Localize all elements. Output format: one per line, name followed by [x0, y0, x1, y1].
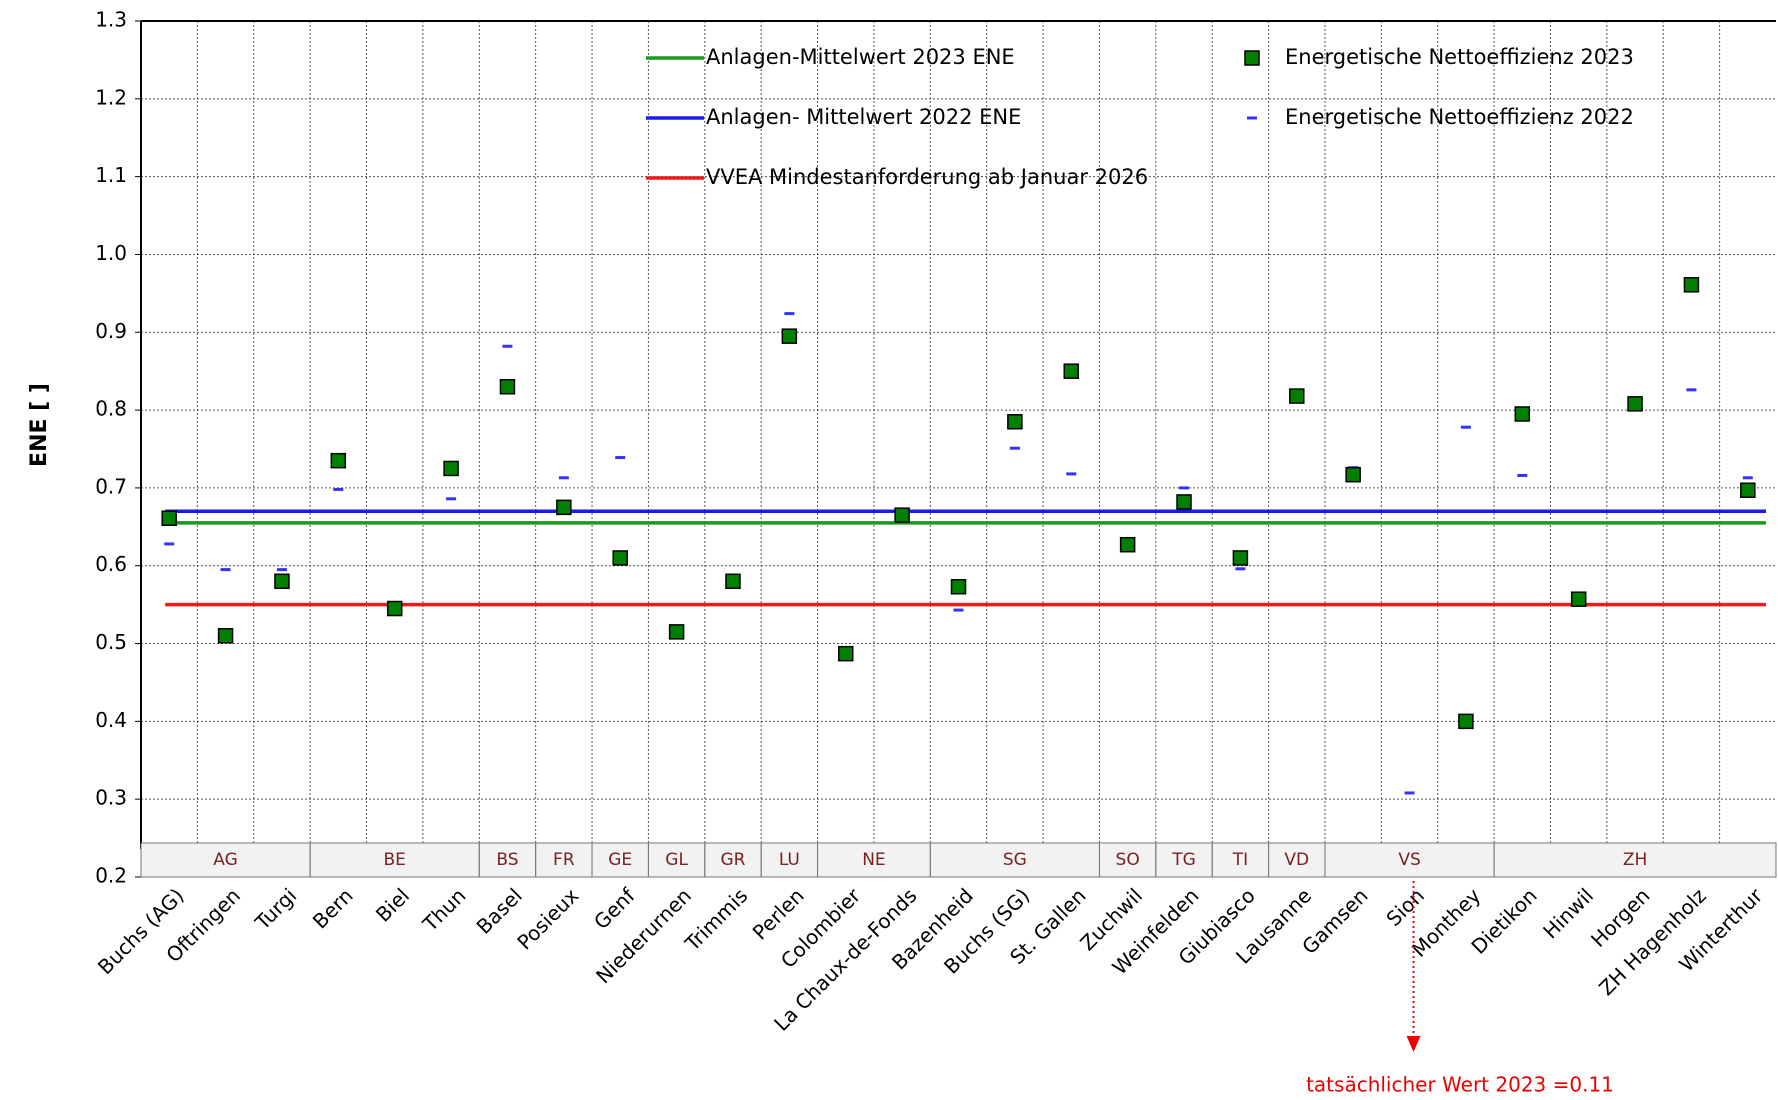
group-label: VS: [1398, 850, 1420, 870]
marker: [837, 645, 854, 662]
group-label: SG: [1003, 850, 1027, 870]
marker: [1570, 591, 1587, 607]
group-label: TI: [1232, 850, 1248, 870]
x-tick-label: Thun: [417, 883, 470, 936]
y-tick-label: 1.3: [95, 8, 127, 32]
group-label: ZH: [1623, 850, 1647, 870]
y-tick-label: 0.6: [95, 552, 127, 576]
y-tick-label: 0.2: [95, 864, 127, 888]
marker: [1176, 494, 1192, 510]
x-tick-label: Turgi: [250, 883, 302, 935]
group-label: BE: [384, 850, 406, 870]
y-tick-label: 0.9: [95, 319, 127, 343]
group-label: AG: [213, 850, 238, 870]
marker: [556, 499, 572, 516]
marker: [668, 624, 685, 640]
marker: [274, 573, 290, 590]
legend-label: VVEA Mindestanforderung ab Januar 2026: [706, 165, 1148, 189]
marker: [1627, 396, 1643, 412]
marker: [612, 550, 628, 566]
y-tick-label: 1.2: [95, 85, 127, 109]
x-tick-label: Biel: [371, 883, 414, 926]
x-tick-label: Buchs (AG): [93, 883, 189, 979]
marker: [443, 460, 459, 477]
group-cell: [1493, 842, 1777, 878]
x-tick-label: Bern: [308, 883, 358, 933]
group-label: NE: [862, 850, 885, 870]
group-row: [140, 842, 1777, 878]
marker: [1232, 550, 1249, 566]
group-label: VD: [1284, 850, 1309, 870]
y-tick-label: 1.0: [95, 241, 127, 265]
marker: [386, 600, 403, 617]
marker: [1119, 536, 1136, 553]
marker: [161, 510, 177, 527]
marker: [1063, 363, 1080, 379]
x-tick-label: Sion: [1381, 883, 1428, 930]
legend-marker: [1244, 50, 1260, 66]
marker: [1683, 277, 1700, 293]
group-label: FR: [553, 850, 575, 870]
marker: [1458, 713, 1474, 730]
legend-label: Energetische Nettoeffizienz 2023: [1285, 45, 1634, 69]
group-label: LU: [779, 850, 800, 870]
y-axis-label: ENE [ ]: [27, 383, 52, 467]
group-label: GR: [720, 850, 745, 870]
x-tick-label: Posieux: [512, 883, 583, 954]
marker: [950, 578, 967, 595]
annotation: tatsächlicher Wert 2023 =0.11: [1306, 1073, 1614, 1097]
marker: [217, 628, 234, 644]
marker: [1007, 414, 1023, 430]
group-label: GL: [665, 850, 688, 870]
annotation-arrowhead: [1406, 1036, 1421, 1052]
x-tick-label: Trimmis: [680, 883, 753, 956]
y-tick-label: 0.8: [95, 397, 127, 421]
marker: [781, 328, 798, 344]
y-tick-label: 0.3: [95, 786, 127, 810]
y-tick-label: 1.1: [95, 163, 127, 187]
marker: [1514, 406, 1531, 422]
group-label: SO: [1116, 850, 1140, 870]
marker: [1740, 482, 1756, 498]
group-label: BS: [496, 850, 518, 870]
legend-label: Anlagen- Mittelwert 2022 ENE: [706, 105, 1021, 129]
group-label: GE: [608, 850, 632, 870]
legend-label: Anlagen-Mittelwert 2023 ENE: [706, 45, 1015, 69]
y-tick-label: 0.5: [95, 630, 127, 654]
legend-label: Energetische Nettoeffizienz 2022: [1285, 105, 1634, 129]
marker: [330, 452, 347, 469]
marker: [1289, 388, 1305, 404]
group-label: TG: [1171, 850, 1196, 870]
marker: [1345, 466, 1361, 483]
marker: [894, 507, 910, 523]
x-tick-label: Genf: [589, 883, 640, 934]
y-tick-label: 0.4: [95, 708, 127, 732]
y-tick-label: 0.7: [95, 474, 127, 498]
marker: [725, 573, 741, 590]
marker: [499, 378, 516, 395]
